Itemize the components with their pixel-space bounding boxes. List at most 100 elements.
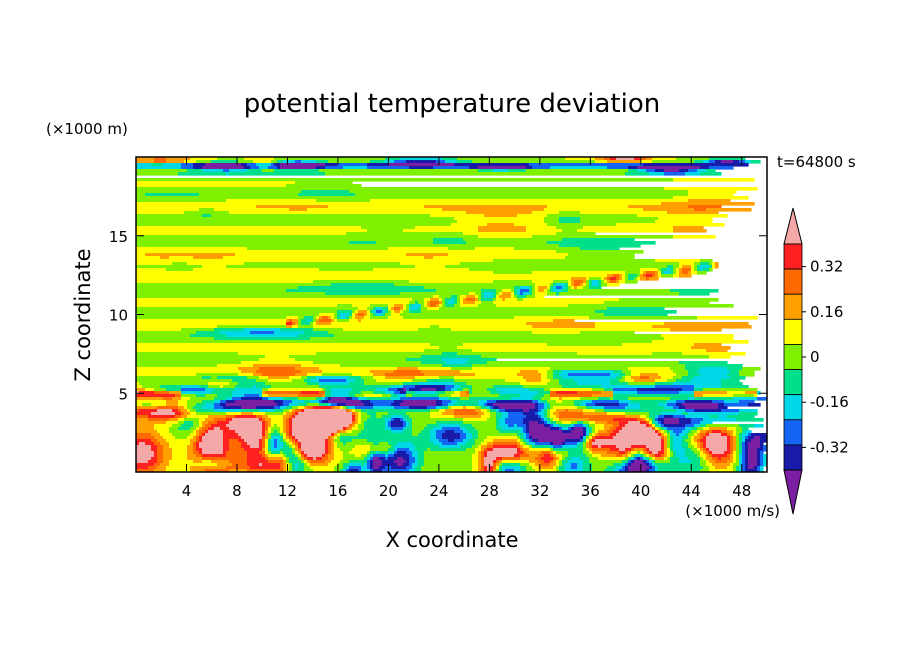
contour-cell	[334, 454, 344, 458]
contour-cell	[457, 442, 467, 446]
contour-cell	[565, 469, 584, 472]
contour-cell	[292, 319, 299, 323]
contour-cell	[457, 301, 461, 305]
contour-cell	[136, 247, 248, 251]
contour-cell	[409, 310, 422, 314]
contour-cell	[349, 394, 356, 398]
contour-cell	[349, 466, 362, 470]
contour-cell	[376, 241, 434, 245]
contour-cell	[556, 457, 560, 461]
contour-cell	[412, 463, 419, 467]
contour-cell	[673, 265, 680, 269]
contour-cell	[361, 319, 554, 323]
contour-cell	[442, 433, 461, 437]
contour-cell	[550, 442, 554, 446]
contour-cell	[496, 295, 500, 299]
contour-cell	[700, 172, 722, 176]
contour-cell	[325, 445, 329, 449]
contour-cell	[550, 406, 554, 410]
contour-cell	[481, 355, 710, 359]
contour-cell	[430, 448, 467, 452]
contour-cell	[676, 379, 692, 383]
contour-cell	[208, 421, 218, 425]
contour-cell	[655, 460, 671, 464]
contour-cell	[652, 274, 656, 278]
x-tick-label: 12	[278, 482, 297, 500]
contour-cell	[763, 460, 767, 464]
contour-cell	[583, 226, 674, 230]
contour-cell	[538, 460, 545, 464]
contour-cell	[244, 439, 260, 443]
contour-cell	[298, 439, 326, 443]
contour-cell	[136, 220, 458, 224]
contour-cell	[391, 385, 404, 389]
contour-cell	[214, 328, 245, 332]
contour-cell	[277, 424, 284, 428]
contour-cell	[478, 457, 482, 461]
contour-cell	[271, 442, 275, 446]
contour-cell	[661, 436, 665, 440]
contour-cell	[592, 430, 596, 434]
contour-cell	[424, 205, 548, 209]
contour-cell	[682, 442, 689, 446]
contour-cell	[760, 436, 767, 440]
contour-cell	[559, 460, 563, 464]
contour-cell	[394, 307, 401, 311]
contour-cell	[205, 430, 209, 434]
contour-cell	[682, 412, 689, 416]
contour-cell	[730, 445, 734, 449]
contour-cell	[685, 454, 698, 458]
contour-cell	[562, 376, 617, 380]
contour-cell	[193, 424, 200, 428]
contour-cell	[196, 430, 200, 434]
contour-cell	[403, 400, 437, 404]
contour-cell	[163, 436, 176, 440]
contour-cell	[136, 211, 185, 215]
contour-cell	[196, 403, 206, 407]
contour-cell	[427, 424, 440, 428]
contour-cell	[217, 421, 230, 425]
contour-cell	[442, 412, 455, 416]
contour-cell	[727, 415, 755, 419]
contour-cell	[658, 271, 662, 275]
contour-cell	[652, 160, 695, 164]
contour-cell	[484, 412, 491, 416]
contour-cell	[325, 391, 332, 395]
contour-cell	[277, 166, 281, 170]
contour-cell	[409, 307, 419, 311]
contour-cell	[655, 271, 659, 275]
contour-cell	[346, 427, 350, 431]
contour-cell	[631, 454, 635, 458]
contour-cell	[136, 364, 218, 368]
contour-cell	[460, 397, 470, 401]
contour-cell	[136, 283, 332, 287]
contour-cell	[541, 373, 548, 377]
contour-cell	[676, 373, 689, 377]
contour-cell	[535, 286, 539, 290]
contour-cell	[250, 331, 275, 335]
contour-cell	[151, 412, 176, 416]
contour-cell	[721, 457, 731, 461]
contour-cell	[415, 385, 446, 389]
contour-cell	[598, 445, 602, 449]
contour-cell	[190, 427, 197, 431]
contour-cell	[580, 439, 584, 443]
contour-cell	[721, 430, 728, 434]
contour-cell	[700, 259, 713, 263]
contour-cell	[664, 433, 668, 437]
contour-cell	[604, 313, 668, 317]
contour-cell	[256, 205, 329, 209]
contour-cell	[145, 388, 155, 392]
contour-cell	[280, 433, 284, 437]
contour-cell	[580, 403, 587, 407]
contour-cell	[673, 430, 683, 434]
contour-cell	[550, 379, 560, 383]
contour-cell	[253, 160, 272, 164]
contour-cell	[454, 430, 464, 434]
contour-cell	[727, 466, 734, 470]
contour-cell	[610, 280, 617, 284]
contour-cell	[532, 445, 551, 449]
contour-cell	[652, 421, 656, 425]
contour-cell	[289, 424, 293, 428]
contour-cell	[469, 430, 479, 434]
